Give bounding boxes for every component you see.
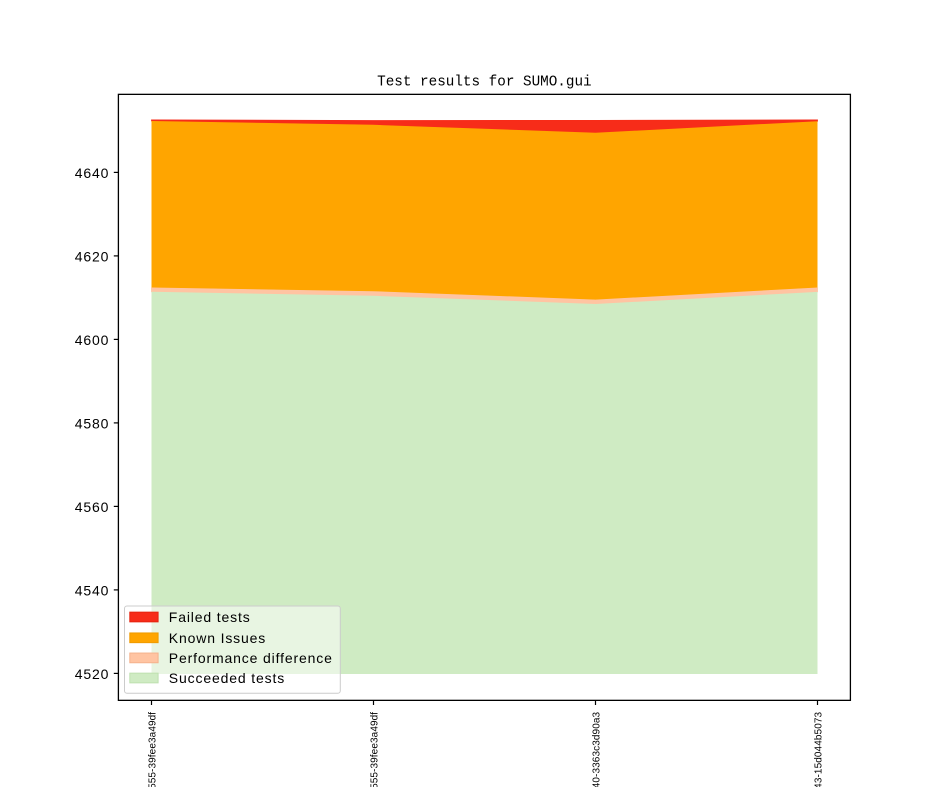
svg-text:Failed tests: Failed tests [169,609,251,625]
svg-text:Known Issues: Known Issues [169,630,266,646]
svg-text:4620: 4620 [75,248,110,264]
svg-text:4640: 4640 [75,165,110,181]
svg-text:4560: 4560 [75,499,110,515]
svg-text:4580: 4580 [75,415,110,431]
svg-text:4600: 4600 [75,332,110,348]
svg-text:Test results for SUMO.gui: Test results for SUMO.gui [377,74,592,90]
svg-text:4520: 4520 [75,666,110,682]
svg-text:0555-39fee3a49df: 0555-39fee3a49df [370,712,381,787]
svg-text:Performance difference: Performance difference [169,650,333,666]
svg-text:440-3363c3d90a3: 440-3363c3d90a3 [592,711,603,787]
svg-text:Succeeded tests: Succeeded tests [169,670,285,686]
svg-text:0555-39fee3a49df: 0555-39fee3a49df [148,712,159,787]
svg-text:443-15d044b5073: 443-15d044b5073 [814,711,825,787]
svg-text:4540: 4540 [75,582,110,598]
